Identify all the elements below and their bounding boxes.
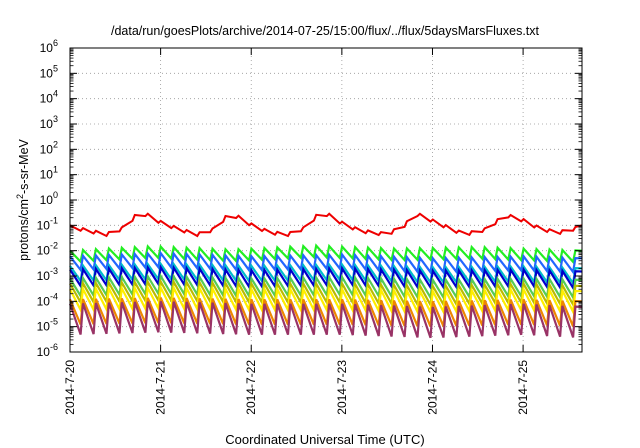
y-tick-exponent: 2 — [53, 139, 58, 149]
y-tick-exponent: -3 — [50, 266, 58, 276]
y-tick-base: 10 — [37, 269, 51, 283]
y-tick-label: 102 — [40, 139, 58, 156]
y-tick-base: 10 — [40, 193, 54, 207]
y-tick-label: 10-5 — [37, 317, 58, 334]
x-tick-label: 2014-7-20 — [63, 360, 77, 415]
y-tick-exponent: 3 — [53, 114, 58, 124]
y-axis-label: protons/cm2-s-sr-MeV — [15, 138, 31, 260]
y-tick-exponent: -5 — [50, 317, 58, 327]
series-line-10 — [68, 300, 583, 339]
series-line-3 — [69, 250, 583, 275]
y-tick-base: 10 — [37, 294, 51, 308]
y-tick-base: 10 — [40, 142, 54, 156]
series-line-2 — [69, 243, 583, 265]
y-tick-base: 10 — [40, 92, 54, 106]
y-tick-label: 105 — [40, 63, 58, 80]
series-group — [68, 212, 583, 339]
y-tick-exponent: 4 — [53, 89, 58, 99]
y-tick-base: 10 — [40, 168, 54, 182]
y-tick-label: 101 — [40, 165, 58, 182]
y-tick-exponent: -6 — [50, 342, 58, 352]
y-tick-exponent: 0 — [53, 190, 58, 200]
y-tick-label: 10-2 — [37, 241, 58, 258]
x-tick-label: 2014-7-22 — [244, 360, 258, 415]
y-tick-label: 100 — [40, 190, 58, 207]
y-tick-base: 10 — [40, 66, 54, 80]
y-tick-exponent: -2 — [50, 241, 58, 251]
y-tick-exponent: 1 — [53, 165, 58, 175]
x-tick-label: 2014-7-25 — [516, 360, 530, 415]
y-tick-label: 10-3 — [37, 266, 58, 283]
y-tick-exponent: -1 — [50, 215, 58, 225]
axes-group: 10610510410310210110010-110-210-310-410-… — [37, 38, 582, 415]
y-tick-base: 10 — [40, 117, 54, 131]
y-tick-base: 10 — [37, 218, 51, 232]
y-tick-label: 10-6 — [37, 342, 58, 359]
y-tick-label: 106 — [40, 38, 58, 55]
y-tick-base: 10 — [37, 345, 51, 359]
y-tick-label: 10-4 — [37, 291, 58, 308]
x-tick-label: 2014-7-21 — [154, 360, 168, 415]
y-tick-label: 10-1 — [37, 215, 58, 232]
series-line-8 — [69, 283, 583, 316]
y-tick-label: 103 — [40, 114, 58, 131]
x-tick-label: 2014-7-24 — [425, 360, 439, 415]
y-tick-exponent: 6 — [53, 38, 58, 48]
series-line-5 — [69, 264, 583, 292]
y-tick-base: 10 — [37, 244, 51, 258]
x-axis-label: Coordinated Universal Time (UTC) — [225, 432, 424, 447]
y-tick-base: 10 — [37, 320, 51, 334]
series-line-1 — [69, 212, 583, 238]
y-tick-label: 104 — [40, 89, 58, 106]
x-tick-label: 2014-7-23 — [335, 360, 349, 415]
y-tick-exponent: 5 — [53, 63, 58, 73]
y-tick-base: 10 — [40, 41, 54, 55]
chart-title: /data/run/goesPlots/archive/2014-07-25/1… — [111, 24, 540, 38]
y-tick-exponent: -4 — [50, 291, 58, 301]
